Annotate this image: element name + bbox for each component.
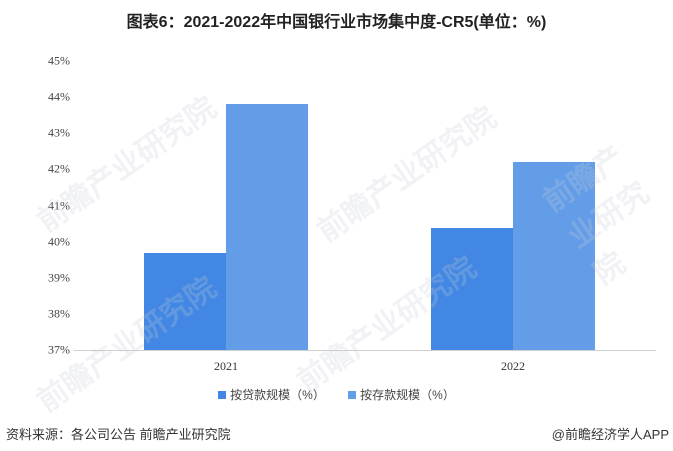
legend-label-deposit: 按存款规模（%） bbox=[360, 388, 455, 402]
y-tick-label: 41% bbox=[48, 198, 70, 212]
source-note: 资料来源：各公司公告 前瞻产业研究院 bbox=[6, 427, 231, 442]
y-tick-label: 42% bbox=[48, 161, 70, 176]
legend-swatch-loan bbox=[218, 390, 227, 399]
y-tick-label: 43% bbox=[48, 125, 70, 140]
chart-legend: 按贷款规模（%） 按存款规模（%） bbox=[0, 386, 673, 403]
y-tick-label: 44% bbox=[48, 89, 70, 104]
bar-loan-2022 bbox=[431, 227, 513, 350]
chart-title: 图表6：2021-2022年中国银行业市场集中度-CR5(单位：%) bbox=[126, 14, 547, 31]
y-tick-label: 37% bbox=[48, 342, 70, 357]
legend-item-deposit: 按存款规模（%） bbox=[348, 386, 455, 403]
x-tick-label: 2021 bbox=[214, 359, 238, 373]
legend-item-loan: 按贷款规模（%） bbox=[218, 386, 325, 403]
bar-deposit-2022 bbox=[513, 161, 595, 350]
x-tick-label: 2022 bbox=[501, 359, 525, 373]
legend-swatch-deposit bbox=[348, 390, 357, 399]
legend-label-loan: 按贷款规模（%） bbox=[230, 388, 325, 402]
y-tick-label: 40% bbox=[48, 234, 70, 249]
x-axis-line bbox=[74, 350, 656, 351]
bar-loan-2021 bbox=[144, 252, 226, 350]
y-tick-label: 38% bbox=[48, 306, 70, 321]
y-tick-label: 45% bbox=[48, 53, 70, 68]
y-tick-label: 39% bbox=[48, 270, 70, 285]
credit-note: @前瞻经济学人APP bbox=[551, 427, 669, 442]
bar-deposit-2021 bbox=[226, 103, 308, 350]
